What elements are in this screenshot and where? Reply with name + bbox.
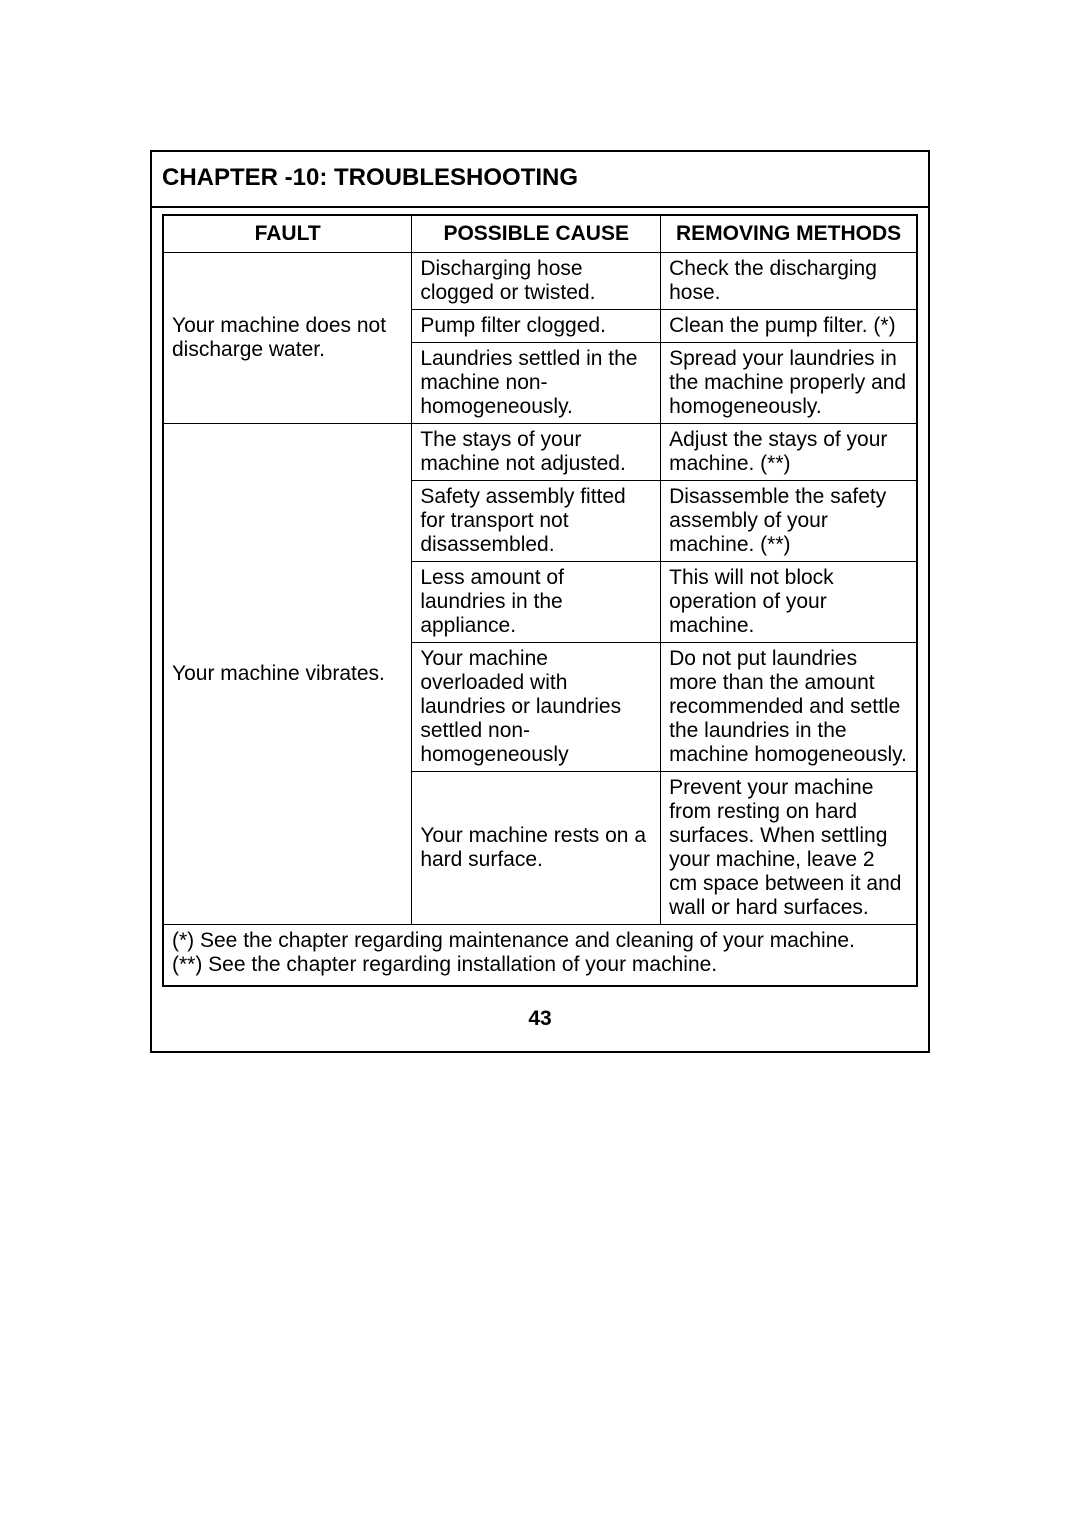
fault-cell: Your machine vibrates. <box>163 424 412 925</box>
cause-cell: The stays of your machine not adjusted. <box>412 424 661 481</box>
cause-cell: Discharging hose clogged or twisted. <box>412 253 661 310</box>
content-cell: FAULT POSSIBLE CAUSE REMOVING METHODS Yo… <box>151 207 929 1052</box>
cause-cell: Laundries settled in the machine non-hom… <box>412 343 661 424</box>
method-cell: Spread your laundries in the machine pro… <box>661 343 917 424</box>
troubleshooting-table: FAULT POSSIBLE CAUSE REMOVING METHODS Yo… <box>162 214 918 987</box>
cause-cell: Pump filter clogged. <box>412 310 661 343</box>
chapter-title: CHAPTER -10: TROUBLESHOOTING <box>151 151 929 207</box>
method-cell: Clean the pump filter. (*) <box>661 310 917 343</box>
cause-cell: Your machine rests on a hard surface. <box>412 772 661 925</box>
footnote-row: (*) See the chapter regarding maintenanc… <box>163 925 917 987</box>
header-cause: POSSIBLE CAUSE <box>412 215 661 253</box>
method-cell: Adjust the stays of your machine. (**) <box>661 424 917 481</box>
table-header-row: FAULT POSSIBLE CAUSE REMOVING METHODS <box>163 215 917 253</box>
footnotes-cell: (*) See the chapter regarding maintenanc… <box>163 925 917 987</box>
page: CHAPTER -10: TROUBLESHOOTING FAULT POSSI… <box>0 0 1080 1527</box>
method-cell: Prevent your machine from resting on har… <box>661 772 917 925</box>
table-row: Your machine does not discharge water. D… <box>163 253 917 310</box>
footnote-2: (**) See the chapter regarding installat… <box>172 953 908 977</box>
method-cell: Disassemble the safety assembly of your … <box>661 481 917 562</box>
cause-cell: Your machine overloaded with laundries o… <box>412 643 661 772</box>
cause-cell: Less amount of laundries in the applianc… <box>412 562 661 643</box>
header-method: REMOVING METHODS <box>661 215 917 253</box>
fault-cell: Your machine does not discharge water. <box>163 253 412 424</box>
method-cell: Do not put laundries more than the amoun… <box>661 643 917 772</box>
method-cell: Check the discharging hose. <box>661 253 917 310</box>
page-number: 43 <box>162 987 918 1041</box>
outer-container: CHAPTER -10: TROUBLESHOOTING FAULT POSSI… <box>150 150 930 1053</box>
footnote-1: (*) See the chapter regarding maintenanc… <box>172 929 908 953</box>
table-row: Your machine vibrates. The stays of your… <box>163 424 917 481</box>
header-fault: FAULT <box>163 215 412 253</box>
cause-cell: Safety assembly fitted for transport not… <box>412 481 661 562</box>
method-cell: This will not block operation of your ma… <box>661 562 917 643</box>
